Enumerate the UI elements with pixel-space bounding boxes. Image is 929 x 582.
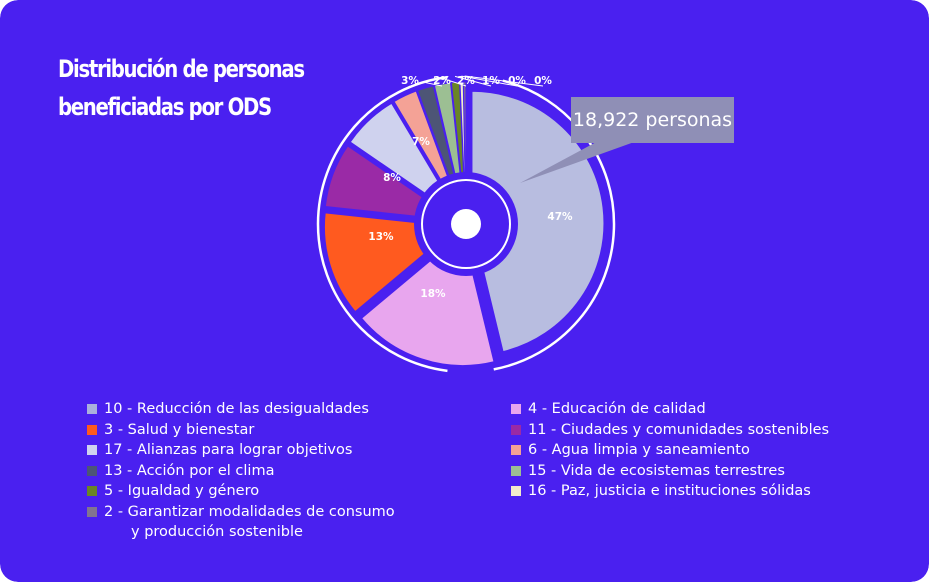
slice-label-2: 18% xyxy=(420,288,446,300)
chart-title-line-1: Distribución de personas xyxy=(58,55,305,83)
leader-line-11 xyxy=(464,75,544,87)
outer-ring-arc-right xyxy=(493,79,616,371)
legend-label: 10 - Reducción de las desigualdades xyxy=(104,401,369,417)
legend-swatch xyxy=(511,424,521,435)
legend-swatch xyxy=(511,486,521,496)
legend-swatch xyxy=(87,486,97,496)
legend-swatch xyxy=(87,506,97,517)
legend-label: 2 - Garantizar modalidades de consumo xyxy=(104,503,395,520)
center-dot xyxy=(451,209,481,239)
slice-labels: 47%18%13%8%7%3%2%2%1%0%0% xyxy=(368,75,573,300)
legend-swatch xyxy=(511,465,521,476)
legend-label: 16 - Paz, justicia e instituciones sólid… xyxy=(528,483,811,499)
legend-swatch xyxy=(511,445,521,455)
slice-label-7: 2% xyxy=(433,75,451,87)
legend-label: 17 - Alianzas para lograr objetivos xyxy=(104,442,353,458)
legend-right-item-3: 6 - Agua limpia y saneamiento xyxy=(511,440,829,461)
legend-label: 15 - Vida de ecosistemas terrestres xyxy=(528,462,785,479)
legend-left-item-6: 2 - Garantizar modalidades de consumo y p… xyxy=(87,502,395,543)
total-callout: 18,922 personas xyxy=(572,109,733,131)
legend-label: 11 - Ciudades y comunidades sostenibles xyxy=(528,421,830,438)
leader-line-8 xyxy=(441,77,467,87)
legend-right-item-5: 16 - Paz, justicia e instituciones sólid… xyxy=(511,481,829,502)
legend-label: 4 - Educación de calidad xyxy=(528,401,706,417)
outer-ring-arc-left xyxy=(316,75,448,373)
legend-right-item-1: 4 - Educación de calidad xyxy=(511,399,829,420)
legend-left-item-5: 5 - Igualdad y género xyxy=(87,481,395,502)
legend-swatch xyxy=(87,424,97,435)
legend-swatch xyxy=(87,445,97,455)
callout-box xyxy=(571,97,734,143)
legend-left-item-2: 3 - Salud y bienestar xyxy=(87,420,395,441)
legend-right-column: 4 - Educación de calidad 11 - Ciudades y … xyxy=(511,399,829,502)
slice-label-11: 0% xyxy=(534,75,552,87)
slice-label-4: 8% xyxy=(383,172,401,184)
leader-line-9 xyxy=(454,75,492,87)
slice-label-5: 7% xyxy=(412,136,430,148)
chart-title: Distribución de personas beneficiadas po… xyxy=(58,50,305,126)
legend-label: 3 - Salud y bienestar xyxy=(104,421,255,438)
legend-label-line-2: y producción sostenible xyxy=(131,524,303,540)
legend-right-item-2: 11 - Ciudades y comunidades sostenibles xyxy=(511,420,829,441)
leader-line-7 xyxy=(423,81,443,87)
center-ring xyxy=(421,179,511,269)
pie-slice-11 xyxy=(462,81,467,215)
slice-label-10: 0% xyxy=(508,75,526,87)
chart-title-line-2: beneficiadas por ODS xyxy=(58,93,272,121)
legend-left-item-3: 17 - Alianzas para lograr objetivos xyxy=(87,440,395,461)
legend-left-item-4: 13 - Acción por el clima xyxy=(87,461,395,482)
legend-swatch xyxy=(87,465,97,476)
center-rings xyxy=(414,172,518,276)
slice-label-6: 3% xyxy=(401,75,419,87)
legend-left-column: 10 - Reducción de las desigualdades 3 - S… xyxy=(87,399,395,543)
legend-label: 13 - Acción por el clima xyxy=(104,462,275,479)
slice-label-3: 13% xyxy=(368,231,394,243)
callout-pointer xyxy=(520,97,734,183)
legend-swatch xyxy=(511,404,521,414)
legend-label: 5 - Igualdad y género xyxy=(104,483,260,499)
outer-ring-arc xyxy=(316,75,616,373)
legend-left-item-1: 10 - Reducción de las desigualdades xyxy=(87,399,395,420)
slice-label-1: 47% xyxy=(547,211,573,223)
leader-line-10 xyxy=(461,75,518,87)
legend-label: 6 - Agua limpia y saneamiento xyxy=(528,442,750,458)
legend-right-item-4: 15 - Vida de ecosistemas terrestres xyxy=(511,461,829,482)
leader-line-6 xyxy=(402,85,411,91)
callout-pointer-shape xyxy=(520,140,640,183)
legend-swatch xyxy=(87,404,97,414)
